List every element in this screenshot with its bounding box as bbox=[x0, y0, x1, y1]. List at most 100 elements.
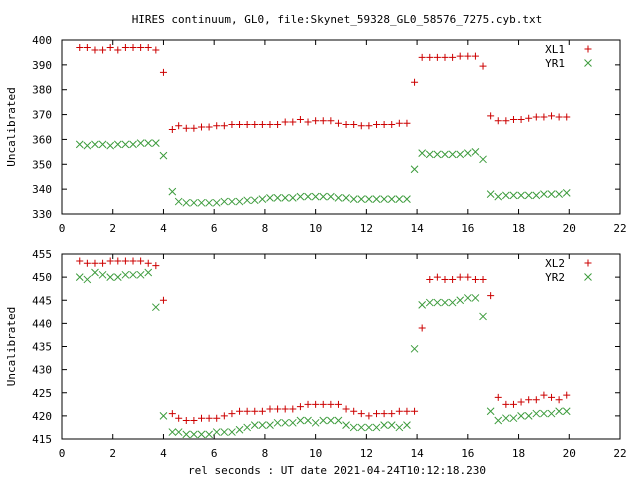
data-point bbox=[395, 195, 404, 203]
data-point bbox=[152, 262, 160, 270]
data-point bbox=[258, 121, 266, 129]
data-point bbox=[190, 417, 198, 424]
data-point bbox=[388, 121, 396, 129]
data-point bbox=[243, 423, 252, 432]
data-point bbox=[387, 421, 396, 429]
data-point bbox=[175, 122, 183, 130]
x-tick-label: 4 bbox=[160, 222, 167, 235]
data-point bbox=[441, 275, 449, 283]
data-point bbox=[159, 68, 167, 76]
data-point bbox=[342, 421, 350, 429]
data-point bbox=[168, 125, 176, 133]
data-point bbox=[418, 53, 426, 61]
data-point bbox=[168, 187, 177, 196]
x-tick-label: 2 bbox=[109, 222, 116, 235]
y-axis-label: Uncalibrated bbox=[5, 87, 18, 166]
data-point bbox=[136, 270, 145, 279]
data-point bbox=[418, 149, 427, 157]
data-point bbox=[213, 122, 221, 130]
x-tick-label: 16 bbox=[461, 222, 474, 235]
x-tick-label: 12 bbox=[360, 447, 373, 460]
chart-panel-1: 330 340 350 360 370 380 390 400 0 2 4 6 8 10 12 14 16 18 2… bbox=[5, 34, 627, 235]
x-tick-label: 20 bbox=[563, 222, 576, 235]
data-point bbox=[235, 197, 244, 206]
data-point bbox=[243, 407, 251, 415]
data-point bbox=[99, 259, 107, 267]
data-point bbox=[350, 121, 358, 129]
data-point bbox=[228, 428, 236, 436]
x-tick-label: 2 bbox=[109, 447, 116, 460]
data-point bbox=[243, 121, 251, 129]
data-point bbox=[471, 148, 480, 156]
data-point bbox=[121, 257, 129, 265]
data-point bbox=[106, 273, 115, 281]
x-tick-label: 6 bbox=[211, 222, 218, 235]
data-point bbox=[562, 189, 571, 197]
data-point bbox=[190, 124, 198, 132]
data-point bbox=[479, 155, 487, 164]
data-point bbox=[487, 292, 495, 300]
data-point bbox=[258, 195, 267, 203]
data-point bbox=[334, 119, 342, 127]
y-tick-label: 400 bbox=[32, 34, 52, 47]
data-point bbox=[433, 53, 441, 61]
data-point bbox=[319, 400, 327, 408]
data-point bbox=[235, 425, 244, 434]
data-point bbox=[403, 195, 411, 203]
data-point bbox=[555, 190, 563, 198]
data-point bbox=[532, 191, 541, 200]
data-point bbox=[266, 193, 274, 202]
data-point bbox=[517, 398, 525, 406]
data-point bbox=[175, 414, 183, 422]
data-point bbox=[159, 151, 168, 160]
data-point bbox=[129, 257, 137, 265]
data-point bbox=[250, 421, 259, 429]
plot-frame bbox=[61, 39, 621, 215]
data-point bbox=[319, 117, 327, 125]
data-point bbox=[266, 121, 274, 129]
data-point bbox=[174, 428, 183, 436]
data-point bbox=[471, 52, 479, 60]
data-point bbox=[502, 414, 510, 423]
data-point bbox=[372, 195, 381, 203]
data-point bbox=[327, 400, 335, 408]
data-point bbox=[403, 421, 411, 429]
data-point bbox=[296, 416, 305, 425]
x-tick-label: 20 bbox=[563, 447, 576, 460]
data-point bbox=[129, 43, 137, 51]
y-tick-label: 430 bbox=[32, 364, 52, 377]
data-point bbox=[182, 198, 191, 207]
legend-label: YR1 bbox=[545, 57, 565, 70]
legend-marker bbox=[584, 45, 592, 53]
series-yr1 bbox=[75, 139, 571, 207]
y-tick-label: 390 bbox=[32, 59, 52, 72]
y-tick-label: 455 bbox=[32, 248, 52, 261]
data-point bbox=[144, 43, 152, 51]
data-point bbox=[342, 405, 350, 413]
data-point bbox=[296, 116, 304, 124]
data-point bbox=[236, 407, 244, 415]
data-point bbox=[563, 391, 571, 399]
data-point bbox=[205, 123, 213, 131]
y-tick-label: 350 bbox=[32, 158, 52, 171]
data-point bbox=[342, 121, 350, 129]
data-point bbox=[479, 312, 487, 321]
data-point bbox=[251, 407, 259, 415]
data-point bbox=[121, 270, 130, 279]
legend-marker bbox=[584, 273, 592, 281]
data-point bbox=[205, 430, 213, 439]
data-point bbox=[273, 193, 282, 202]
x-tick-label: 0 bbox=[59, 447, 66, 460]
data-point bbox=[190, 198, 198, 207]
data-point bbox=[213, 414, 221, 422]
data-point bbox=[220, 412, 228, 420]
data-point bbox=[456, 52, 464, 60]
data-point bbox=[502, 191, 510, 200]
plot-frame bbox=[61, 253, 621, 440]
data-point bbox=[197, 198, 206, 207]
data-point bbox=[258, 421, 267, 429]
data-point bbox=[137, 257, 145, 265]
data-point bbox=[532, 396, 540, 404]
data-point bbox=[365, 423, 373, 432]
data-point bbox=[136, 139, 145, 148]
